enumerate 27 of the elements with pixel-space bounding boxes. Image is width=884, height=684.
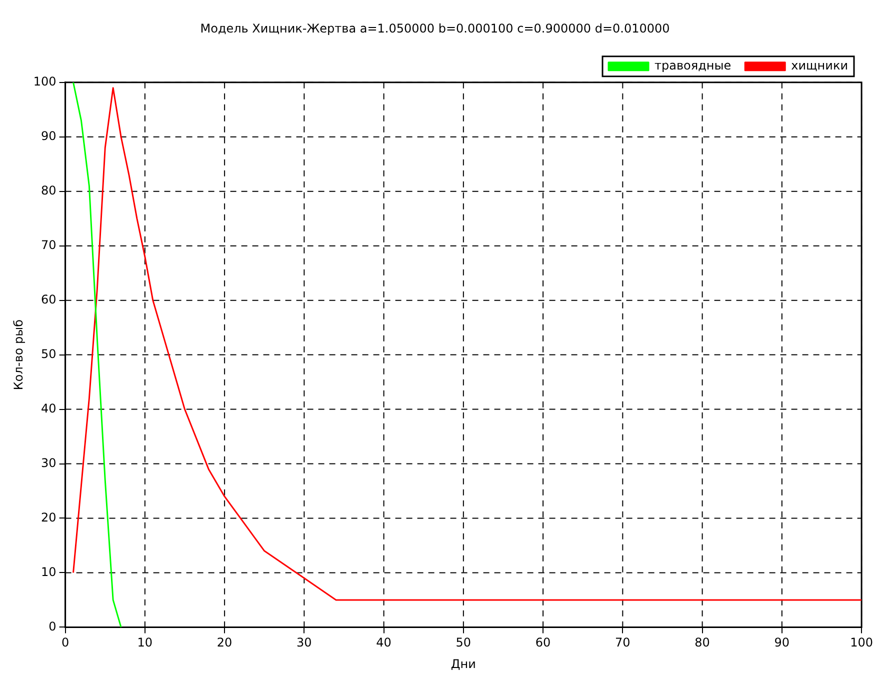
x-tick-label: 70 <box>615 636 630 650</box>
y-tick-label: 70 <box>41 238 56 252</box>
x-tick-label: 40 <box>376 636 392 650</box>
legend-label: хищники <box>791 58 848 73</box>
y-tick-label: 30 <box>41 456 56 470</box>
chart-title: Модель Хищник-Жертва a=1.050000 b=0.000100 c=0.900000 d=0.010000 <box>200 21 670 36</box>
y-tick-label: 90 <box>41 129 56 144</box>
y-axis-title: Кол-во рыб <box>11 320 26 390</box>
x-tick-label: 80 <box>694 636 710 650</box>
x-axis-title: Дни <box>450 656 476 671</box>
x-tick-label: 90 <box>774 636 790 650</box>
y-tick-label: 20 <box>41 510 56 524</box>
x-tick-label: 50 <box>456 636 472 650</box>
y-tick-label: 0 <box>48 619 56 634</box>
x-tick-label: 10 <box>137 636 153 650</box>
legend-label: травоядные <box>654 58 732 73</box>
y-tick-label: 50 <box>41 346 56 361</box>
y-tick-label: 10 <box>41 564 56 579</box>
x-tick-label: 30 <box>296 636 312 650</box>
x-tick-label: 20 <box>216 636 232 650</box>
y-tick-label: 40 <box>41 401 56 416</box>
y-tick-label: 60 <box>41 292 56 306</box>
y-tick-label: 80 <box>41 183 56 198</box>
y-tick-label: 100 <box>33 74 56 89</box>
x-tick-label: 60 <box>535 636 551 650</box>
x-tick-label: 100 <box>850 636 873 650</box>
x-tick-label: 0 <box>61 636 70 650</box>
